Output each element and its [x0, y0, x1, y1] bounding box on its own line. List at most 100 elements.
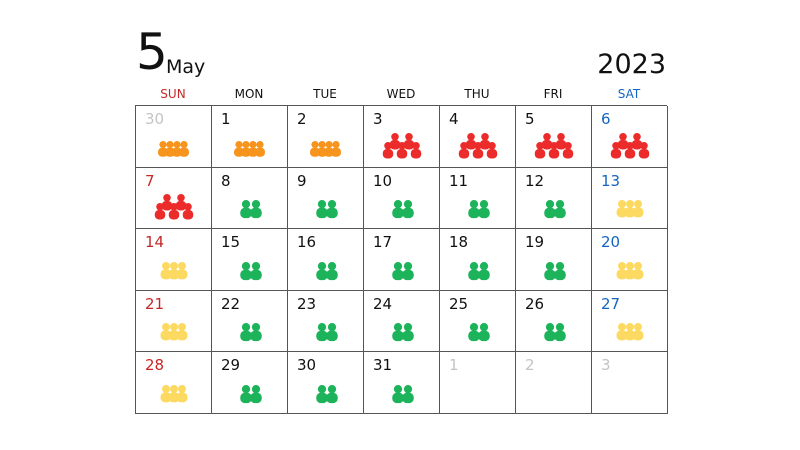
calendar-day-cell[interactable]: 30 — [136, 106, 212, 168]
large-crowd-icon — [150, 194, 198, 224]
day-number: 1 — [449, 356, 459, 375]
calendar-day-cell[interactable]: 7 — [136, 167, 212, 230]
calendar-day-cell[interactable]: 29 — [212, 352, 288, 414]
day-number: 1 — [221, 110, 231, 128]
calendar-day-cell[interactable]: 25 — [440, 290, 516, 353]
day-number: 7 — [145, 171, 155, 190]
large-crowd-icon — [454, 132, 502, 163]
two-people-icon — [378, 379, 426, 409]
weekday-fri: FRI — [543, 87, 563, 101]
two-people-icon — [454, 256, 502, 286]
calendar-day-cell[interactable]: 2 — [516, 352, 592, 414]
day-number: 30 — [297, 356, 317, 375]
two-people-icon — [226, 317, 274, 347]
calendar-day-cell[interactable]: 31 — [364, 352, 440, 414]
month-number: 5 — [136, 23, 168, 81]
people-queue-icon — [302, 133, 350, 163]
day-number: 18 — [449, 233, 469, 252]
day-number: 6 — [601, 110, 611, 128]
calendar-day-cell[interactable]: 22 — [212, 290, 288, 353]
day-number: 31 — [373, 356, 393, 375]
day-number: 24 — [373, 294, 393, 313]
calendar-day-cell[interactable]: 1 — [440, 352, 516, 414]
calendar-day-cell[interactable]: 6 — [592, 106, 668, 168]
day-number: 8 — [221, 171, 231, 190]
year-label: 2023 — [597, 49, 666, 80]
large-crowd-icon — [378, 132, 426, 163]
calendar-day-cell[interactable]: 8 — [212, 167, 288, 230]
two-people-icon — [302, 194, 350, 224]
people-queue-icon — [226, 133, 274, 163]
calendar-day-cell[interactable]: 10 — [364, 167, 440, 230]
day-number: 25 — [449, 294, 469, 313]
day-number: 12 — [525, 171, 545, 190]
day-number: 21 — [145, 294, 165, 313]
weekday-mon: MON — [234, 87, 264, 101]
two-people-icon — [530, 317, 578, 347]
day-number: 2 — [297, 110, 307, 128]
calendar-day-cell[interactable]: 11 — [440, 167, 516, 230]
two-people-icon — [530, 194, 578, 224]
weekday-wed: WED — [386, 87, 416, 101]
calendar-day-cell[interactable]: 23 — [288, 290, 364, 353]
calendar-day-cell[interactable]: 4 — [440, 106, 516, 168]
two-people-icon — [378, 317, 426, 347]
day-number: 5 — [525, 110, 535, 128]
calendar-day-cell[interactable]: 12 — [516, 167, 592, 230]
day-number: 20 — [601, 233, 621, 252]
calendar-day-cell[interactable]: 28 — [136, 352, 212, 414]
day-number: 3 — [601, 356, 611, 375]
small-group-icon — [150, 256, 198, 286]
day-number: 16 — [297, 233, 317, 252]
day-number: 17 — [373, 233, 393, 252]
day-number: 29 — [221, 356, 241, 375]
day-number: 2 — [525, 356, 535, 375]
weekday-sun: SUN — [160, 87, 186, 101]
weekday-sat: SAT — [617, 87, 641, 101]
day-number: 14 — [145, 233, 165, 252]
two-people-icon — [454, 317, 502, 347]
calendar-grid: 30 1 2 3 4 5 6 7 8 9 10 11 12 13 14 15 16 17 18 19 20 21 22 23 2… — [135, 105, 668, 414]
month-name: May — [166, 56, 206, 78]
day-number: 10 — [373, 171, 393, 190]
small-group-icon — [150, 317, 198, 347]
calendar-day-cell[interactable]: 21 — [136, 290, 212, 353]
two-people-icon — [226, 194, 274, 224]
small-group-icon — [606, 256, 654, 286]
calendar-day-cell[interactable]: 27 — [592, 290, 668, 353]
calendar-day-cell[interactable]: 5 — [516, 106, 592, 168]
small-group-icon — [606, 194, 654, 224]
calendar-day-cell[interactable]: 9 — [288, 167, 364, 230]
day-number: 4 — [449, 110, 459, 128]
day-number: 28 — [145, 356, 165, 375]
calendar-day-cell[interactable]: 3 — [592, 352, 668, 414]
people-queue-icon — [150, 133, 198, 163]
two-people-icon — [454, 194, 502, 224]
calendar-day-cell[interactable]: 14 — [136, 229, 212, 291]
calendar-day-cell[interactable]: 1 — [212, 106, 288, 168]
calendar-day-cell[interactable]: 2 — [288, 106, 364, 168]
two-people-icon — [226, 256, 274, 286]
calendar-day-cell[interactable]: 20 — [592, 229, 668, 291]
day-number: 22 — [221, 294, 241, 313]
calendar-day-cell[interactable]: 30 — [288, 352, 364, 414]
calendar-day-cell[interactable]: 18 — [440, 229, 516, 291]
large-crowd-icon — [606, 132, 654, 163]
calendar-day-cell[interactable]: 26 — [516, 290, 592, 353]
two-people-icon — [530, 256, 578, 286]
day-number: 26 — [525, 294, 545, 313]
calendar-day-cell[interactable]: 15 — [212, 229, 288, 291]
two-people-icon — [378, 256, 426, 286]
day-number: 15 — [221, 233, 241, 252]
large-crowd-icon — [530, 132, 578, 163]
calendar-day-cell[interactable]: 13 — [592, 167, 668, 230]
calendar-day-cell[interactable]: 19 — [516, 229, 592, 291]
calendar-day-cell[interactable]: 3 — [364, 106, 440, 168]
calendar-day-cell[interactable]: 24 — [364, 290, 440, 353]
day-number: 19 — [525, 233, 545, 252]
two-people-icon — [378, 194, 426, 224]
calendar-day-cell[interactable]: 16 — [288, 229, 364, 291]
weekday-thu: THU — [464, 87, 490, 101]
calendar-day-cell[interactable]: 17 — [364, 229, 440, 291]
small-group-icon — [150, 379, 198, 409]
